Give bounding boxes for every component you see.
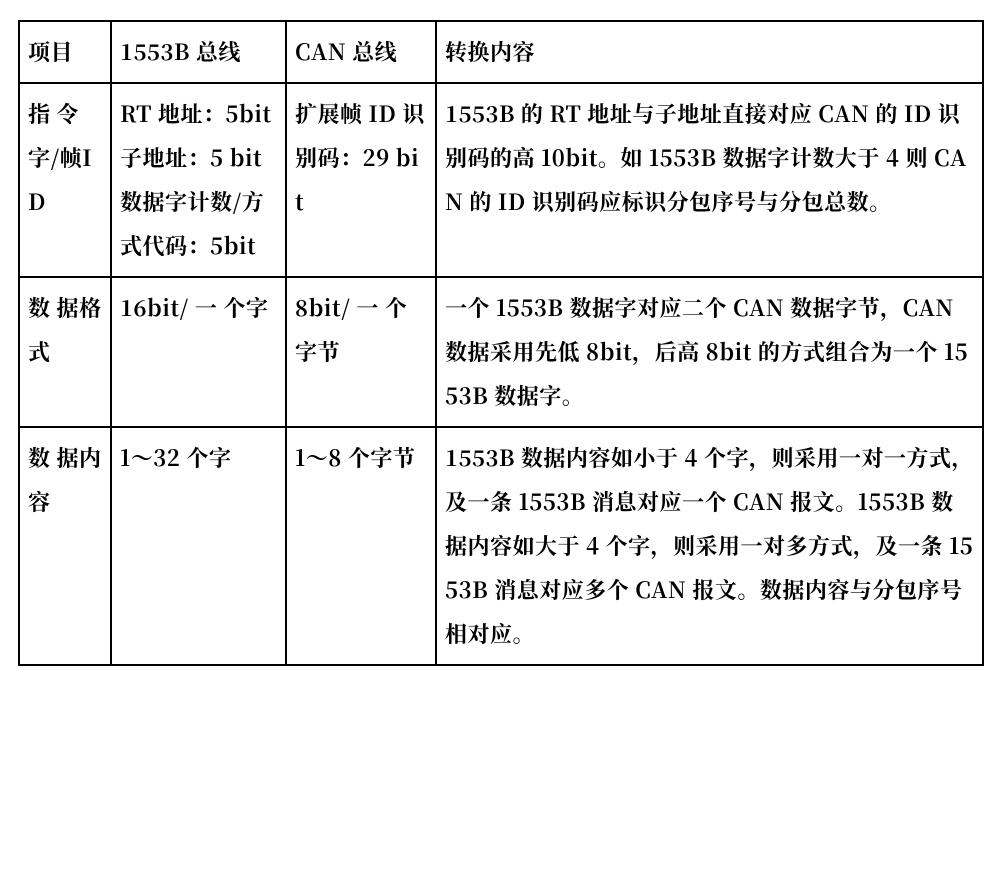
cell-r3-can: 1～8 个字节 — [286, 427, 436, 665]
cell-r3-1553b: 1～32 个字 — [111, 427, 286, 665]
cell-r1-project: 指 令字/帧ID — [19, 83, 111, 277]
table-header-row: 项目 1553B 总线 CAN 总线 转换内容 — [19, 21, 983, 83]
cell-r3-project: 数 据内容 — [19, 427, 111, 665]
cell-r2-conversion: 一个 1553B 数据字对应二个 CAN 数据字节，CAN 数据采用先低 8bi… — [436, 277, 983, 427]
cell-r1-conversion: 1553B 的 RT 地址与子地址直接对应 CAN 的 ID 识别码的高 10b… — [436, 83, 983, 277]
header-cell-1553b: 1553B 总线 — [111, 21, 286, 83]
header-cell-conversion: 转换内容 — [436, 21, 983, 83]
cell-r2-1553b: 16bit/ 一 个字 — [111, 277, 286, 427]
cell-r3-conversion: 1553B 数据内容如小于 4 个字，则采用一对一方式，及一条 1553B 消息… — [436, 427, 983, 665]
cell-r1-1553b: RT 地址：5bit 子地址：5 bit 数据字计数/方式代码：5bit — [111, 83, 286, 277]
table-row: 数 据内容 1～32 个字 1～8 个字节 1553B 数据内容如小于 4 个字… — [19, 427, 983, 665]
table-row: 数 据格式 16bit/ 一 个字 8bit/ 一 个字节 一个 1553B 数… — [19, 277, 983, 427]
cell-r1-can: 扩展帧 ID 识别码：29 bit — [286, 83, 436, 277]
conversion-table: 项目 1553B 总线 CAN 总线 转换内容 指 令字/帧ID RT 地址：5… — [18, 20, 984, 666]
page: 项目 1553B 总线 CAN 总线 转换内容 指 令字/帧ID RT 地址：5… — [0, 0, 1000, 875]
header-cell-project: 项目 — [19, 21, 111, 83]
header-cell-can: CAN 总线 — [286, 21, 436, 83]
table-row: 指 令字/帧ID RT 地址：5bit 子地址：5 bit 数据字计数/方式代码… — [19, 83, 983, 277]
cell-r2-project: 数 据格式 — [19, 277, 111, 427]
cell-r2-can: 8bit/ 一 个字节 — [286, 277, 436, 427]
